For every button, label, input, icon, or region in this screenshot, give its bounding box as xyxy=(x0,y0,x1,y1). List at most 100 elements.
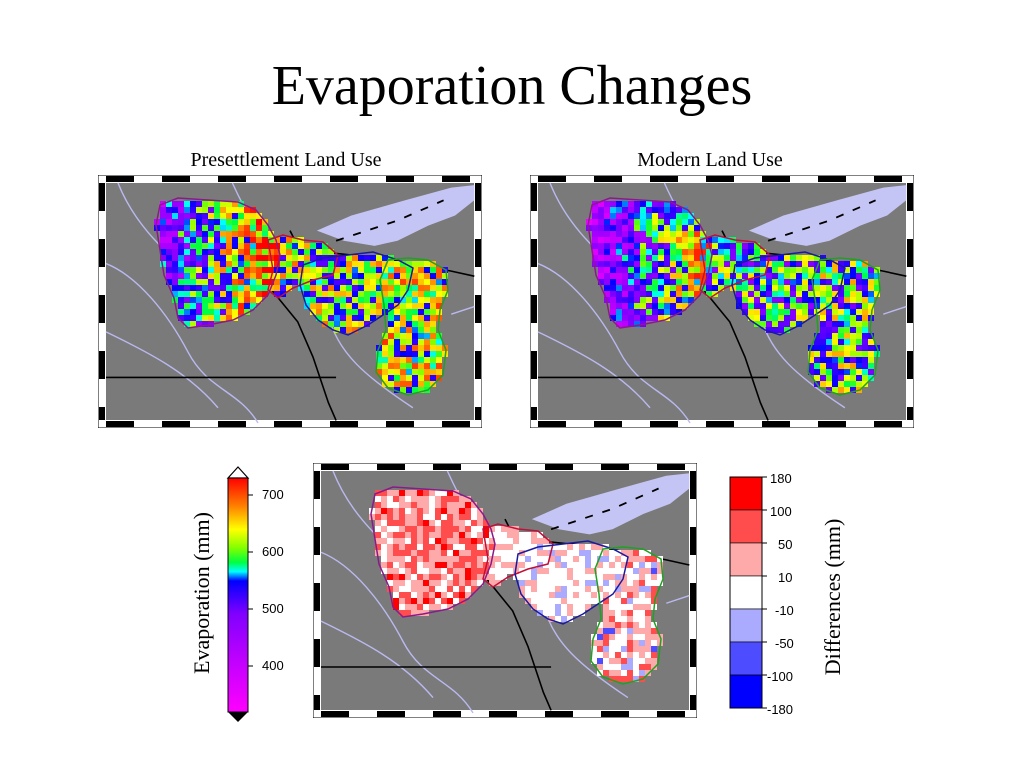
grid-cell xyxy=(453,544,459,550)
grid-cell xyxy=(411,568,417,574)
grid-cell xyxy=(441,568,447,574)
grid-cell xyxy=(334,267,340,273)
grid-cell xyxy=(501,556,507,562)
grid-cell xyxy=(430,339,436,345)
grid-cell xyxy=(447,514,453,520)
grid-cell xyxy=(615,640,621,646)
grid-cell xyxy=(561,592,567,598)
grid-cell xyxy=(352,261,358,267)
grid-cell xyxy=(651,580,657,586)
grid-cell xyxy=(645,664,651,670)
grid-cell xyxy=(364,273,370,279)
grid-cell xyxy=(676,279,682,285)
grid-cell xyxy=(172,267,178,273)
grid-cell xyxy=(376,369,382,375)
grid-cell xyxy=(862,261,868,267)
grid-cell xyxy=(868,297,874,303)
frame-tick xyxy=(218,176,246,182)
grid-cell xyxy=(706,261,712,267)
grid-cell xyxy=(381,538,387,544)
grid-cell xyxy=(238,303,244,309)
grid-cell xyxy=(616,321,622,327)
grid-cell xyxy=(610,237,616,243)
grid-cell xyxy=(778,309,784,315)
grid-cell xyxy=(507,532,513,538)
grid-cell xyxy=(381,490,387,496)
grid-cell xyxy=(814,357,820,363)
grid-cell xyxy=(166,237,172,243)
grid-cell xyxy=(820,327,826,333)
grid-cell xyxy=(603,580,609,586)
grid-cell xyxy=(471,550,477,556)
grid-cell xyxy=(645,568,651,574)
grid-cell xyxy=(406,333,412,339)
frame-tick xyxy=(531,351,537,379)
grid-cell xyxy=(178,303,184,309)
grid-cell xyxy=(670,213,676,219)
grid-cell xyxy=(555,556,561,562)
grid-cell xyxy=(682,297,688,303)
grid-cell xyxy=(634,285,640,291)
grid-cell xyxy=(658,213,664,219)
grid-cell xyxy=(597,568,603,574)
grid-cell xyxy=(820,261,826,267)
grid-cell xyxy=(609,610,615,616)
grid-cell xyxy=(832,345,838,351)
grid-cell xyxy=(772,255,778,261)
grid-cell xyxy=(447,490,453,496)
grid-cell xyxy=(633,586,639,592)
frame-tick xyxy=(475,239,481,267)
grid-cell xyxy=(676,243,682,249)
grid-cell xyxy=(718,243,724,249)
grid-cell xyxy=(790,267,796,273)
grid-cell xyxy=(567,550,573,556)
grid-cell xyxy=(603,670,609,676)
grid-cell xyxy=(418,261,424,267)
grid-cell xyxy=(394,381,400,387)
grid-cell xyxy=(423,526,429,532)
grid-cell xyxy=(609,604,615,610)
grid-cell xyxy=(214,279,220,285)
grid-cell xyxy=(388,369,394,375)
grid-cell xyxy=(640,273,646,279)
grid-cell xyxy=(628,243,634,249)
frame-tick xyxy=(657,464,685,470)
grid-cell xyxy=(658,243,664,249)
grid-cell xyxy=(742,279,748,285)
grid-cell xyxy=(621,664,627,670)
grid-cell xyxy=(646,279,652,285)
grid-cell xyxy=(640,297,646,303)
grid-cell xyxy=(423,568,429,574)
grid-cell xyxy=(202,315,208,321)
grid-cell xyxy=(531,592,537,598)
grid-cell xyxy=(748,279,754,285)
grid-cell xyxy=(543,568,549,574)
grid-cell xyxy=(736,273,742,279)
grid-cell xyxy=(370,261,376,267)
grid-cell xyxy=(399,526,405,532)
grid-cell xyxy=(184,231,190,237)
grid-cell xyxy=(370,267,376,273)
grid-cell xyxy=(202,231,208,237)
grid-cell xyxy=(256,225,262,231)
grid-cell xyxy=(459,520,465,526)
grid-cell xyxy=(477,574,483,580)
grid-cell xyxy=(459,496,465,502)
grid-cell xyxy=(862,333,868,339)
grid-cell xyxy=(250,291,256,297)
grid-cell xyxy=(796,309,802,315)
grid-cell xyxy=(585,550,591,556)
grid-cell xyxy=(477,562,483,568)
grid-cell xyxy=(435,568,441,574)
grid-cell xyxy=(850,273,856,279)
grid-cell xyxy=(429,592,435,598)
grid-cell xyxy=(640,225,646,231)
grid-cell xyxy=(172,273,178,279)
grid-cell xyxy=(423,562,429,568)
grid-cell xyxy=(525,580,531,586)
evaporation-grid xyxy=(154,201,448,393)
grid-cell xyxy=(394,297,400,303)
grid-cell xyxy=(850,279,856,285)
grid-cell xyxy=(700,237,706,243)
grid-cell xyxy=(423,580,429,586)
